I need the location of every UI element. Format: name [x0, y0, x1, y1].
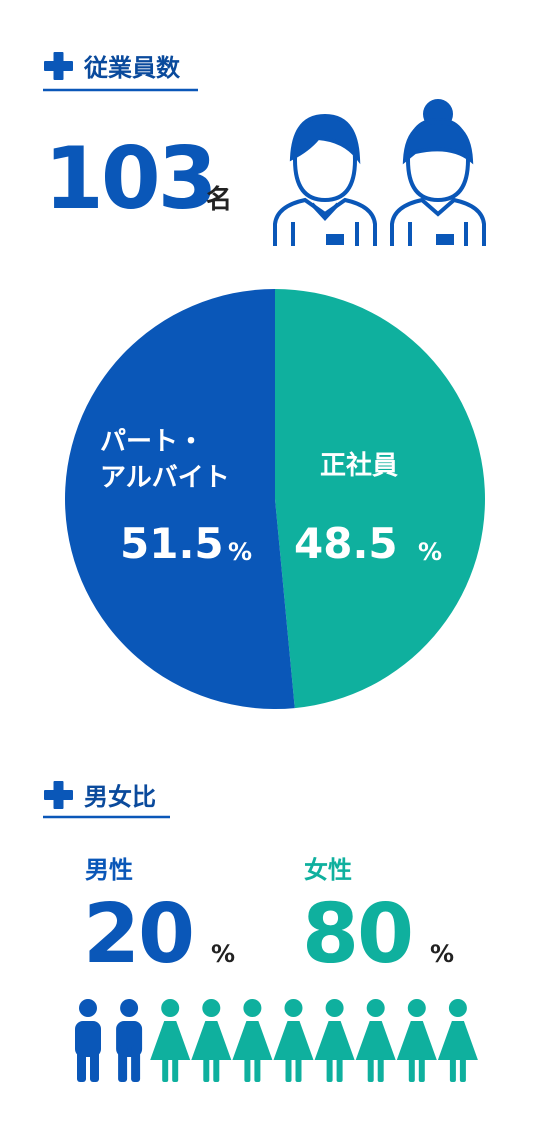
- gender-ratio: 男性 20 % 女性 80%: [75, 856, 478, 1082]
- gender-value: 80: [302, 887, 412, 982]
- female-icon: [232, 999, 273, 1082]
- icon-body: [437, 1021, 478, 1060]
- icon-leg: [90, 1045, 99, 1082]
- pie-slice: [65, 289, 295, 709]
- icon-leg: [172, 1058, 179, 1082]
- icon-body: [150, 1021, 191, 1060]
- section-heading: 男女比: [84, 783, 156, 811]
- female-icon: [437, 999, 478, 1082]
- icon-leg: [203, 1058, 210, 1082]
- icon-body: [191, 1021, 232, 1060]
- icon-head: [161, 999, 180, 1017]
- icon-leg: [131, 1045, 141, 1082]
- icon-leg: [377, 1058, 384, 1082]
- icon-head: [325, 999, 344, 1017]
- icon-body: [232, 1021, 273, 1060]
- icon-leg: [418, 1058, 425, 1082]
- icon-leg: [295, 1058, 302, 1082]
- pie-slice: [275, 289, 485, 709]
- icon-body: [273, 1021, 314, 1060]
- employee-count: 103: [44, 129, 215, 229]
- count-unit: 名: [206, 184, 232, 215]
- icon-leg: [285, 1058, 292, 1082]
- female-icon: [314, 999, 355, 1082]
- gender-unit: %: [430, 940, 454, 968]
- female-icon: [150, 999, 191, 1082]
- gender-label: 女性: [304, 856, 352, 884]
- plus-icon: [44, 781, 73, 809]
- icon-body: [396, 1021, 437, 1060]
- slice-label-wrap: パート・ アルバイト: [100, 427, 230, 493]
- icon-leg: [162, 1058, 169, 1082]
- female-icon: [396, 999, 437, 1082]
- icon-leg: [244, 1058, 251, 1082]
- slice-unit: %: [418, 538, 442, 566]
- icon-head: [243, 999, 262, 1017]
- icon-head: [366, 999, 385, 1017]
- icon-leg: [77, 1045, 86, 1082]
- male-icon: [116, 999, 143, 1082]
- slice-label: 正社員: [320, 450, 398, 481]
- icon-leg: [254, 1058, 261, 1082]
- icon-leg: [449, 1058, 456, 1082]
- icon-leg: [118, 1045, 128, 1082]
- slice-unit: %: [228, 538, 252, 566]
- female-staff-icon: [390, 99, 486, 246]
- section-heading: 従業員数: [83, 54, 181, 82]
- icon-head: [120, 999, 139, 1017]
- icon-head: [79, 999, 97, 1017]
- male-staff-icon: [273, 113, 377, 246]
- female-icon: [355, 999, 396, 1082]
- icon-head: [202, 999, 221, 1017]
- icon-leg: [408, 1058, 415, 1082]
- icon-body: [314, 1021, 355, 1060]
- plus-icon: [44, 52, 73, 80]
- icon-head: [448, 999, 467, 1017]
- icon-leg: [459, 1058, 466, 1082]
- icon-body: [355, 1021, 396, 1060]
- gender-label: 男性: [85, 856, 133, 884]
- slice-value: 51.5: [120, 519, 224, 568]
- slice-value: 48.5: [294, 519, 398, 568]
- slice-label: パート・ アルバイト: [100, 427, 230, 493]
- male-icon: [75, 999, 101, 1082]
- icon-leg: [213, 1058, 220, 1082]
- icon-head: [284, 999, 303, 1017]
- icon-leg: [367, 1058, 374, 1082]
- icon-leg: [336, 1058, 343, 1082]
- pie-chart: [65, 289, 485, 709]
- gender-unit: %: [211, 940, 235, 968]
- icon-head: [407, 999, 426, 1017]
- gender-value: 20: [83, 887, 193, 982]
- icon-leg: [326, 1058, 333, 1082]
- female-icon: [273, 999, 314, 1082]
- female-icon: [191, 999, 232, 1082]
